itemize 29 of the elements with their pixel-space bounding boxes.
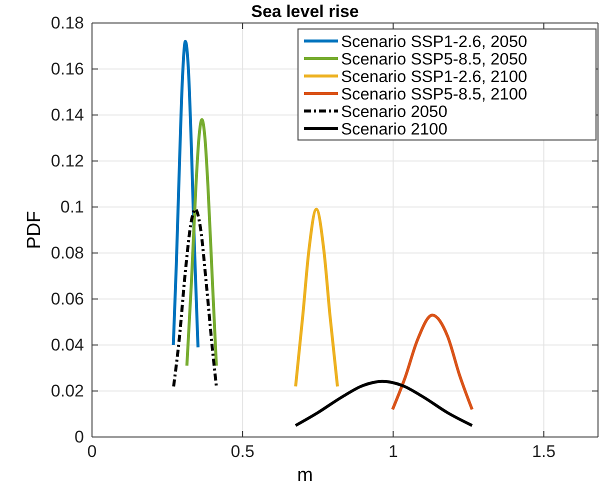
x-axis-title: m	[297, 465, 313, 485]
line-series	[294, 380, 474, 427]
line-series	[172, 40, 200, 349]
y-tick-label: 0.02	[50, 381, 84, 400]
y-tick-label: 0.18	[50, 13, 84, 32]
y-axis-title: PDF	[24, 211, 45, 249]
y-tick-label: 0.04	[50, 335, 84, 354]
legend-label: Scenario 2050	[341, 103, 448, 121]
legend-label: Scenario SSP5-8.5, 2050	[341, 50, 528, 68]
y-tick-label: 0.06	[50, 289, 84, 308]
x-tick-label: 1	[388, 442, 398, 462]
y-tick-label: 0	[74, 427, 84, 446]
y-tick-label: 0.16	[50, 59, 84, 78]
line-series	[185, 118, 218, 368]
y-tick-label: 0.12	[50, 151, 84, 170]
legend-label: Scenario SSP5-8.5, 2100	[341, 86, 528, 104]
legend-label: Scenario SSP1-2.6, 2050	[341, 33, 528, 51]
chart-title: Sea level rise	[251, 2, 359, 21]
y-tick-label: 0.08	[50, 243, 84, 262]
line-series	[294, 208, 339, 388]
y-tick-label: 0.1	[60, 197, 84, 216]
x-tick-label: 0.5	[230, 442, 254, 462]
y-tick-label: 0.14	[50, 105, 84, 124]
x-tick-label: 1.5	[532, 442, 556, 462]
legend-label: Scenario SSP1-2.6, 2100	[341, 68, 528, 86]
legend-label: Scenario 2100	[341, 120, 448, 138]
line-series	[391, 314, 474, 411]
x-tick-label: 0	[87, 442, 97, 462]
line-series	[172, 208, 218, 388]
